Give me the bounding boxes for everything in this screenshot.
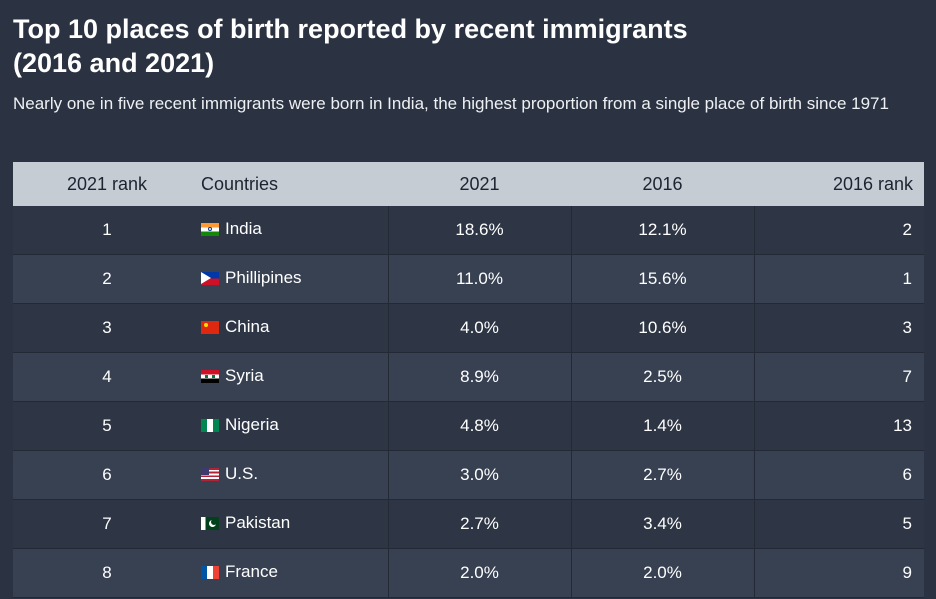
cell-country: Pakistan	[201, 499, 389, 549]
cell-2021-percent: 3.0%	[388, 450, 572, 500]
china-flag-icon	[201, 320, 219, 334]
nigeria-flag-icon	[201, 418, 219, 432]
column-header-2016-rank: 2016 rank	[754, 162, 924, 206]
cell-2021-percent: 11.0%	[388, 254, 572, 304]
pakistan-flag-icon	[201, 516, 219, 530]
cell-2021-percent: 2.0%	[388, 548, 572, 598]
country-name: Pakistan	[225, 513, 291, 533]
cell-2021-rank: 8	[13, 548, 201, 598]
cell-2016-rank: 9	[754, 548, 924, 598]
table-row: 7 Pakistan 2.7% 3.4% 5	[13, 499, 924, 549]
cell-2016-percent: 10.6%	[571, 303, 755, 353]
chart-title-line-2: (2016 and 2021)	[13, 48, 215, 78]
cell-2016-rank: 2	[754, 206, 924, 255]
cell-2021-percent: 18.6%	[388, 206, 572, 255]
france-flag-icon	[201, 565, 219, 579]
cell-country: China	[201, 303, 389, 353]
country-name: Syria	[225, 366, 264, 386]
table-row: 1 India 18.6% 12.1% 2	[13, 206, 924, 255]
cell-2016-rank: 5	[754, 499, 924, 549]
cell-country: U.S.	[201, 450, 389, 500]
cell-2021-percent: 4.0%	[388, 303, 572, 353]
country-name: India	[225, 219, 262, 239]
syria-flag-icon	[201, 369, 219, 383]
country-label-group: China	[201, 317, 269, 337]
cell-2016-rank: 1	[754, 254, 924, 304]
table-body: 1 India 18.6% 12.1% 2 2 Phillipines 11.0% 15.6% 1…	[13, 206, 924, 598]
cell-2016-percent: 2.7%	[571, 450, 755, 500]
country-name: U.S.	[225, 464, 259, 484]
cell-country: Phillipines	[201, 254, 389, 304]
cell-2016-rank: 3	[754, 303, 924, 353]
chart-title-line-1: Top 10 places of birth reported by recen…	[13, 14, 688, 44]
cell-country: Nigeria	[201, 401, 389, 451]
cell-2016-percent: 3.4%	[571, 499, 755, 549]
cell-2021-percent: 2.7%	[388, 499, 572, 549]
country-label-group: U.S.	[201, 464, 258, 484]
cell-2016-rank: 7	[754, 352, 924, 402]
country-label-group: India	[201, 219, 262, 239]
immigrants-table: 2021 rank Countries 2021 2016 2016 rank …	[13, 162, 924, 598]
table-row: 6 U.S. 3.0% 2.7% 6	[13, 450, 924, 500]
chart-title: Top 10 places of birth reported by recen…	[13, 12, 913, 80]
cell-2016-percent: 12.1%	[571, 206, 755, 255]
country-name: China	[225, 317, 270, 337]
chart-subtitle: Nearly one in five recent immigrants wer…	[13, 94, 889, 113]
cell-country: India	[201, 206, 389, 255]
column-header-2021: 2021	[388, 162, 571, 206]
country-name: Nigeria	[225, 415, 279, 435]
cell-2016-percent: 1.4%	[571, 401, 755, 451]
column-header-countries: Countries	[201, 162, 388, 206]
cell-2021-rank: 4	[13, 352, 201, 402]
country-label-group: France	[201, 562, 278, 582]
table-header-row: 2021 rank Countries 2021 2016 2016 rank	[13, 162, 924, 206]
table-header: 2021 rank Countries 2021 2016 2016 rank	[13, 162, 924, 206]
india-flag-icon	[201, 222, 219, 236]
country-name: France	[225, 562, 278, 582]
country-label-group: Pakistan	[201, 513, 290, 533]
cell-2016-rank: 13	[754, 401, 924, 451]
table-row: 2 Phillipines 11.0% 15.6% 1	[13, 254, 924, 304]
column-header-2016: 2016	[571, 162, 754, 206]
data-table-container: 2021 rank Countries 2021 2016 2016 rank …	[13, 162, 924, 599]
cell-2021-percent: 4.8%	[388, 401, 572, 451]
table-row: 3 China 4.0% 10.6% 3	[13, 303, 924, 353]
cell-2016-rank: 6	[754, 450, 924, 500]
cell-country: Syria	[201, 352, 389, 402]
country-label-group: Phillipines	[201, 268, 302, 288]
philippines-flag-icon	[201, 271, 219, 285]
table-row: 4 Syria 8.9% 2.5% 7	[13, 352, 924, 402]
country-label-group: Syria	[201, 366, 264, 386]
cell-2021-rank: 2	[13, 254, 201, 304]
cell-2016-percent: 2.0%	[571, 548, 755, 598]
column-header-2021-rank: 2021 rank	[13, 162, 201, 206]
table-row: 5 Nigeria 4.8% 1.4% 13	[13, 401, 924, 451]
cell-country: France	[201, 548, 389, 598]
cell-2016-percent: 15.6%	[571, 254, 755, 304]
country-name: Phillipines	[225, 268, 302, 288]
cell-2021-rank: 3	[13, 303, 201, 353]
cell-2021-rank: 1	[13, 206, 201, 255]
country-label-group: Nigeria	[201, 415, 279, 435]
cell-2021-rank: 7	[13, 499, 201, 549]
cell-2021-percent: 8.9%	[388, 352, 572, 402]
cell-2021-rank: 5	[13, 401, 201, 451]
cell-2016-percent: 2.5%	[571, 352, 755, 402]
table-row: 8 France 2.0% 2.0% 9	[13, 548, 924, 598]
cell-2021-rank: 6	[13, 450, 201, 500]
us-flag-icon	[201, 467, 219, 481]
